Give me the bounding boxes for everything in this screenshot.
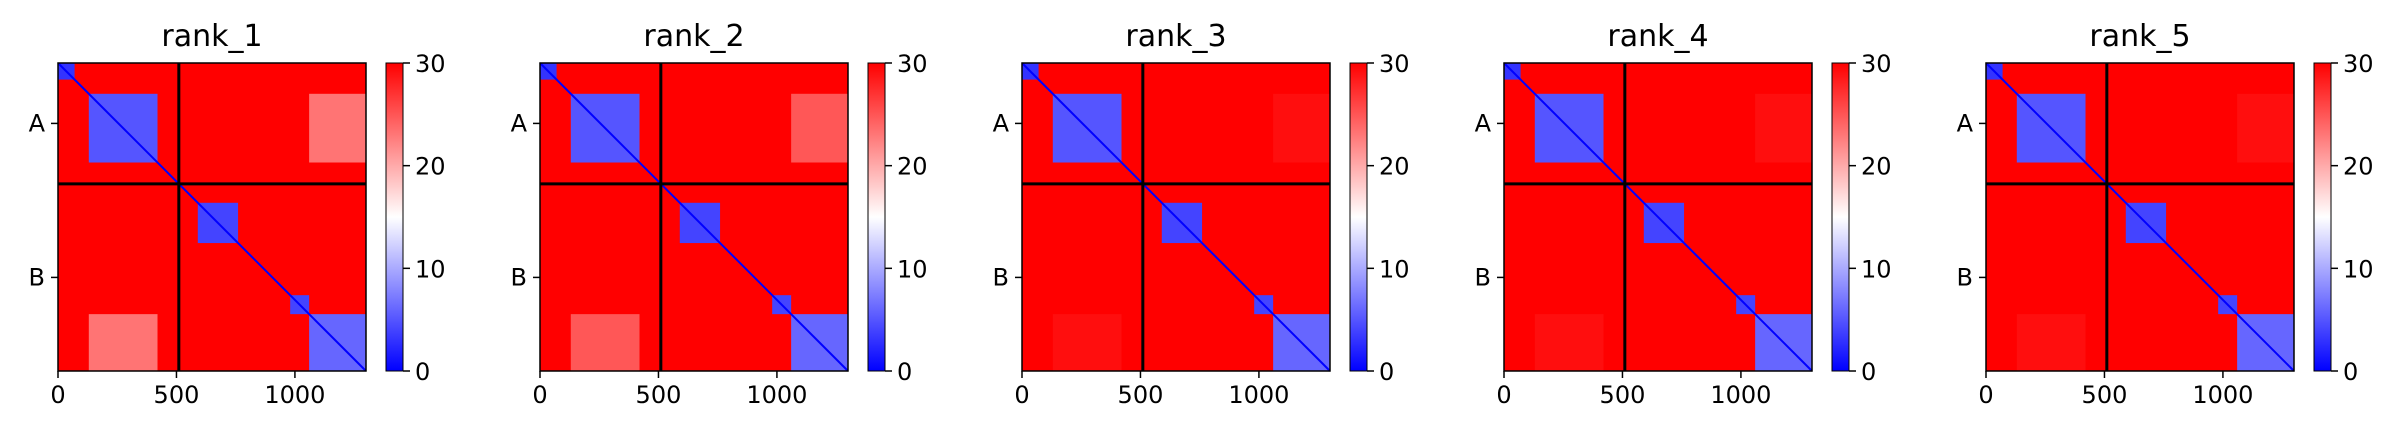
x-tick-label: 1000 — [1710, 381, 1771, 409]
panel-title: rank_3 — [1125, 19, 1226, 54]
plot-frame — [539, 62, 849, 372]
colorbar-tick-label: 30 — [415, 50, 446, 78]
y-tick-label: A — [29, 109, 46, 137]
y-tick-label: A — [1957, 109, 1974, 137]
x-tick-label: 500 — [1118, 381, 1164, 409]
y-tick-label: B — [1475, 263, 1491, 291]
heatmap-offdiag-block — [570, 314, 640, 371]
colorbar-tick-label: 20 — [1861, 153, 1892, 181]
panel-rank_3: rank_3 0 500 1000 A B 0 10 20 30 — [993, 19, 1410, 409]
x-tick-label: 0 — [1978, 381, 1993, 409]
colorbar — [868, 63, 885, 371]
x-tick-label: 0 — [532, 381, 547, 409]
colorbar-tick-label: 30 — [897, 50, 928, 78]
panel-rank_4: rank_4 0 500 1000 A B 0 10 20 30 — [1475, 19, 1892, 409]
plot-frame — [1985, 62, 2295, 372]
heatmap-offdiag-block — [1534, 314, 1604, 371]
colorbar-tick-label: 10 — [1379, 255, 1410, 283]
colorbar-frame — [867, 62, 886, 372]
plot-frame — [1021, 62, 1331, 372]
x-tick-label: 0 — [1496, 381, 1511, 409]
colorbar — [1350, 63, 1367, 371]
panel-title: rank_5 — [2089, 19, 2190, 54]
colorbar-tick-label: 30 — [1861, 50, 1892, 78]
colorbar-tick-label: 30 — [2343, 50, 2374, 78]
y-tick-label: A — [993, 109, 1010, 137]
colorbar-tick-label: 10 — [415, 255, 446, 283]
y-tick-label: B — [1957, 263, 1973, 291]
y-tick-label: B — [511, 263, 527, 291]
colorbar-tick-label: 0 — [1379, 358, 1394, 386]
panel-rank_1: rank_1 0 500 1000 A B 0 10 20 30 — [29, 19, 446, 409]
colorbar-tick-label: 20 — [415, 153, 446, 181]
heatmap-diagonal — [1021, 62, 1331, 372]
heatmap-offdiag-block — [1755, 93, 1812, 163]
colorbar-tick-label: 0 — [2343, 358, 2358, 386]
heatmap-offdiag-block — [88, 314, 158, 371]
panel-rank_5: rank_5 0 500 1000 A B 0 10 20 30 — [1957, 19, 2374, 409]
colorbar-tick-label: 0 — [415, 358, 430, 386]
heatmap-offdiag-block — [791, 93, 848, 163]
x-tick-label: 1000 — [746, 381, 807, 409]
heatmap-offdiag-block — [2016, 314, 2086, 371]
plot-frame — [57, 62, 367, 372]
x-tick-label: 1000 — [2192, 381, 2253, 409]
colorbar-tick-label: 30 — [1379, 50, 1410, 78]
colorbar — [386, 63, 403, 371]
y-tick-label: A — [511, 109, 528, 137]
colorbar-frame — [1349, 62, 1368, 372]
colorbar-frame — [385, 62, 404, 372]
colorbar-frame — [2313, 62, 2332, 372]
colorbar-frame — [1831, 62, 1850, 372]
heatmap-diagonal — [1503, 62, 1813, 372]
panel-title: rank_1 — [161, 19, 262, 54]
heatmap-offdiag-block — [1052, 314, 1122, 371]
heatmap-offdiag-block — [2237, 93, 2294, 163]
x-tick-label: 0 — [50, 381, 65, 409]
plot-frame — [1503, 62, 1813, 372]
colorbar-tick-label: 10 — [2343, 255, 2374, 283]
heatmap-offdiag-block — [1273, 93, 1330, 163]
colorbar-tick-label: 20 — [897, 153, 928, 181]
heatmap-diagonal — [539, 62, 849, 372]
panel-rank_2: rank_2 0 500 1000 A B 0 10 20 30 — [511, 19, 928, 409]
colorbar — [1832, 63, 1849, 371]
panel-title: rank_2 — [643, 19, 744, 54]
x-tick-label: 500 — [1600, 381, 1646, 409]
x-tick-label: 0 — [1014, 381, 1029, 409]
x-tick-label: 1000 — [1228, 381, 1289, 409]
colorbar-tick-label: 10 — [897, 255, 928, 283]
x-tick-label: 500 — [154, 381, 200, 409]
x-tick-label: 500 — [2082, 381, 2128, 409]
y-tick-label: A — [1475, 109, 1492, 137]
colorbar-tick-label: 20 — [2343, 153, 2374, 181]
colorbar-tick-label: 0 — [897, 358, 912, 386]
x-tick-label: 1000 — [264, 381, 325, 409]
colorbar — [2314, 63, 2331, 371]
y-tick-label: B — [993, 263, 1009, 291]
x-tick-label: 500 — [636, 381, 682, 409]
y-tick-label: B — [29, 263, 45, 291]
colorbar-tick-label: 20 — [1379, 153, 1410, 181]
heatmap-diagonal — [1985, 62, 2295, 372]
colorbar-tick-label: 10 — [1861, 255, 1892, 283]
heatmap-offdiag-block — [309, 93, 366, 163]
heatmap-diagonal — [57, 62, 367, 372]
panel-title: rank_4 — [1607, 19, 1708, 54]
colorbar-tick-label: 0 — [1861, 358, 1876, 386]
